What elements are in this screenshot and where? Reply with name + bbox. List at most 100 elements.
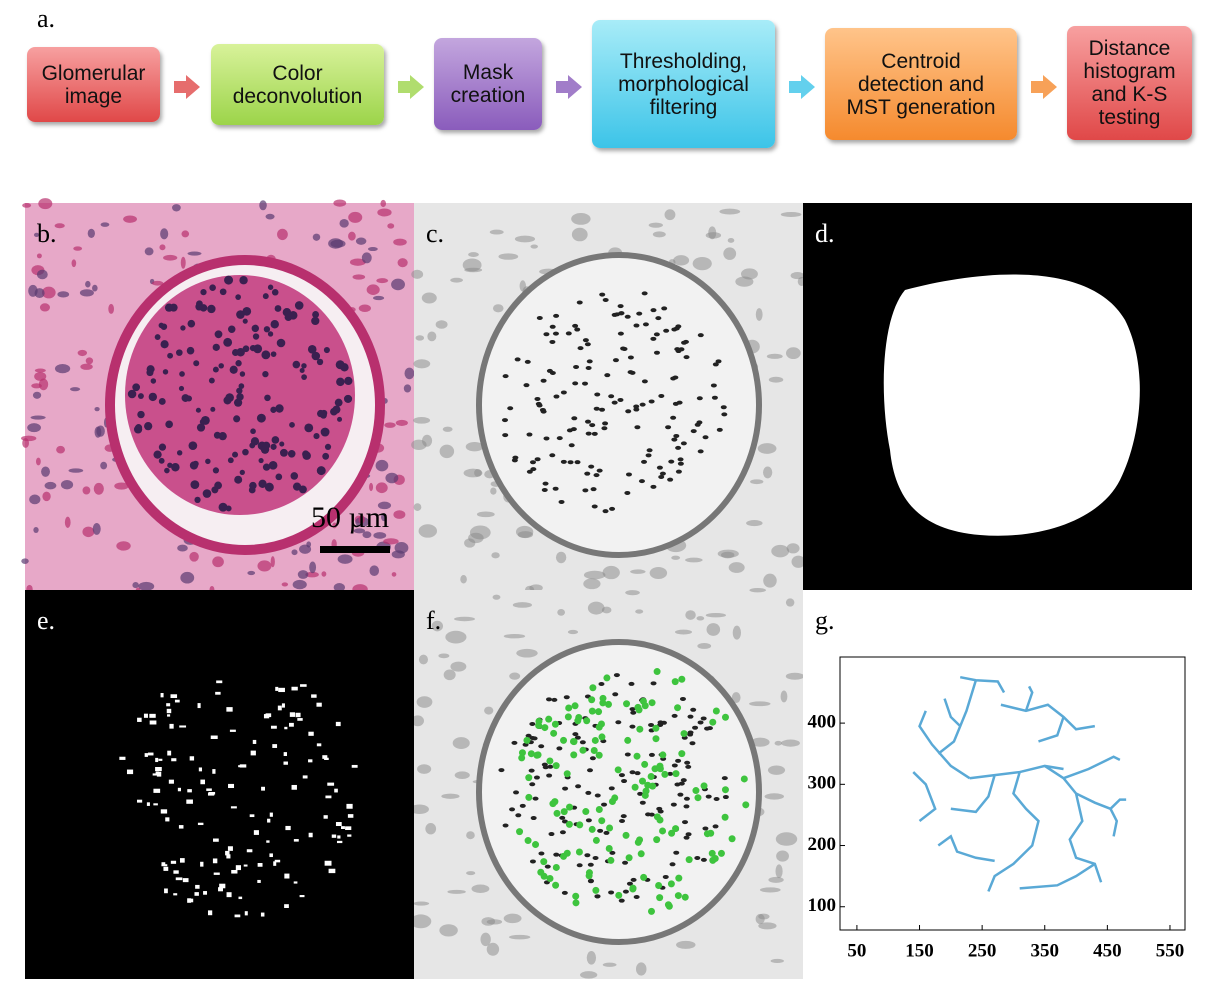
nucleus (621, 779, 628, 784)
nucleus-blob (323, 815, 328, 819)
nucleus (679, 696, 686, 701)
tissue (82, 486, 91, 495)
nucleus (677, 792, 684, 797)
nucleus (528, 768, 535, 773)
panel-label: g. (815, 606, 835, 635)
centroid (674, 704, 682, 712)
nucleus (715, 359, 722, 364)
nucleus (627, 355, 634, 360)
tissue (163, 254, 178, 261)
nucleus (629, 724, 636, 729)
nucleus (561, 890, 568, 895)
centroid (692, 787, 700, 795)
x-tick-label: 450 (1093, 940, 1122, 961)
nucleus-blob (167, 750, 172, 756)
centroid (560, 736, 568, 744)
flow-arrow (398, 75, 424, 99)
panel-label: c. (426, 219, 444, 248)
nucleus (239, 371, 246, 377)
nucleus (209, 284, 216, 291)
centroid (552, 881, 560, 889)
tissue (361, 252, 372, 264)
texture (466, 871, 476, 876)
nucleus-blob (308, 759, 313, 763)
texture (410, 914, 432, 929)
nucleus (158, 398, 166, 405)
tissue (375, 459, 389, 472)
nucleus (179, 371, 185, 377)
texture (671, 555, 681, 560)
nucleus-blob (308, 832, 313, 838)
nucleus (275, 473, 283, 481)
centroid (603, 674, 611, 682)
tissue (362, 531, 372, 539)
nucleus (171, 463, 180, 472)
tissue (391, 550, 405, 559)
texture (529, 584, 543, 592)
nucleus-blob (334, 788, 338, 793)
nucleus (641, 379, 648, 384)
panel-g: 50 150 250 350 450 550 100 200 300 400 (803, 590, 1192, 979)
texture (413, 416, 431, 424)
nucleus (559, 815, 566, 820)
centroid (712, 707, 720, 715)
nucleus (543, 436, 550, 441)
tissue (172, 204, 181, 212)
nucleus (601, 426, 608, 431)
nucleus (524, 359, 531, 364)
nucleus (304, 423, 314, 433)
nucleus-blob (182, 878, 189, 883)
nucleus-blob (206, 788, 212, 791)
nucleus (673, 433, 680, 438)
tissue (312, 233, 321, 241)
tissue (366, 284, 380, 295)
texture (445, 630, 467, 644)
nucleus (235, 294, 241, 300)
tissue (96, 425, 105, 437)
scale-bar (320, 546, 390, 553)
texture (468, 252, 479, 258)
tissue (349, 258, 366, 266)
panel-bg (803, 590, 1192, 979)
tissue (309, 561, 317, 574)
nucleus (674, 782, 681, 787)
nucleus-blob (270, 725, 277, 729)
centroid (597, 720, 605, 728)
nucleus (582, 381, 589, 386)
texture (571, 227, 588, 242)
nucleus (677, 457, 684, 462)
nucleus (668, 459, 675, 464)
nucleus (694, 422, 701, 427)
nucleus (629, 707, 636, 712)
nucleus (233, 415, 241, 423)
texture (463, 468, 483, 478)
nucleus-blob (261, 786, 265, 791)
centroid (721, 786, 729, 794)
nucleus-blob (337, 835, 341, 839)
nucleus (572, 381, 579, 386)
nucleus (680, 778, 687, 783)
texture (602, 962, 617, 967)
tissue (22, 203, 32, 208)
nucleus (511, 740, 518, 745)
nucleus (594, 793, 601, 798)
nucleus (697, 720, 704, 725)
nucleus (592, 856, 599, 861)
nucleus (540, 378, 547, 383)
tissue (358, 515, 365, 524)
nucleus-blob (347, 814, 354, 818)
nucleus (574, 735, 581, 740)
texture (763, 466, 773, 479)
step-text: filtering (649, 95, 718, 119)
texture (727, 238, 735, 243)
nucleus-blob (293, 839, 299, 842)
tissue (93, 482, 104, 495)
nucleus (624, 490, 631, 495)
tissue (92, 522, 101, 535)
centroid (537, 868, 545, 876)
nucleus (571, 416, 578, 421)
texture (557, 609, 566, 616)
texture (416, 696, 433, 708)
nucleus (617, 331, 624, 336)
